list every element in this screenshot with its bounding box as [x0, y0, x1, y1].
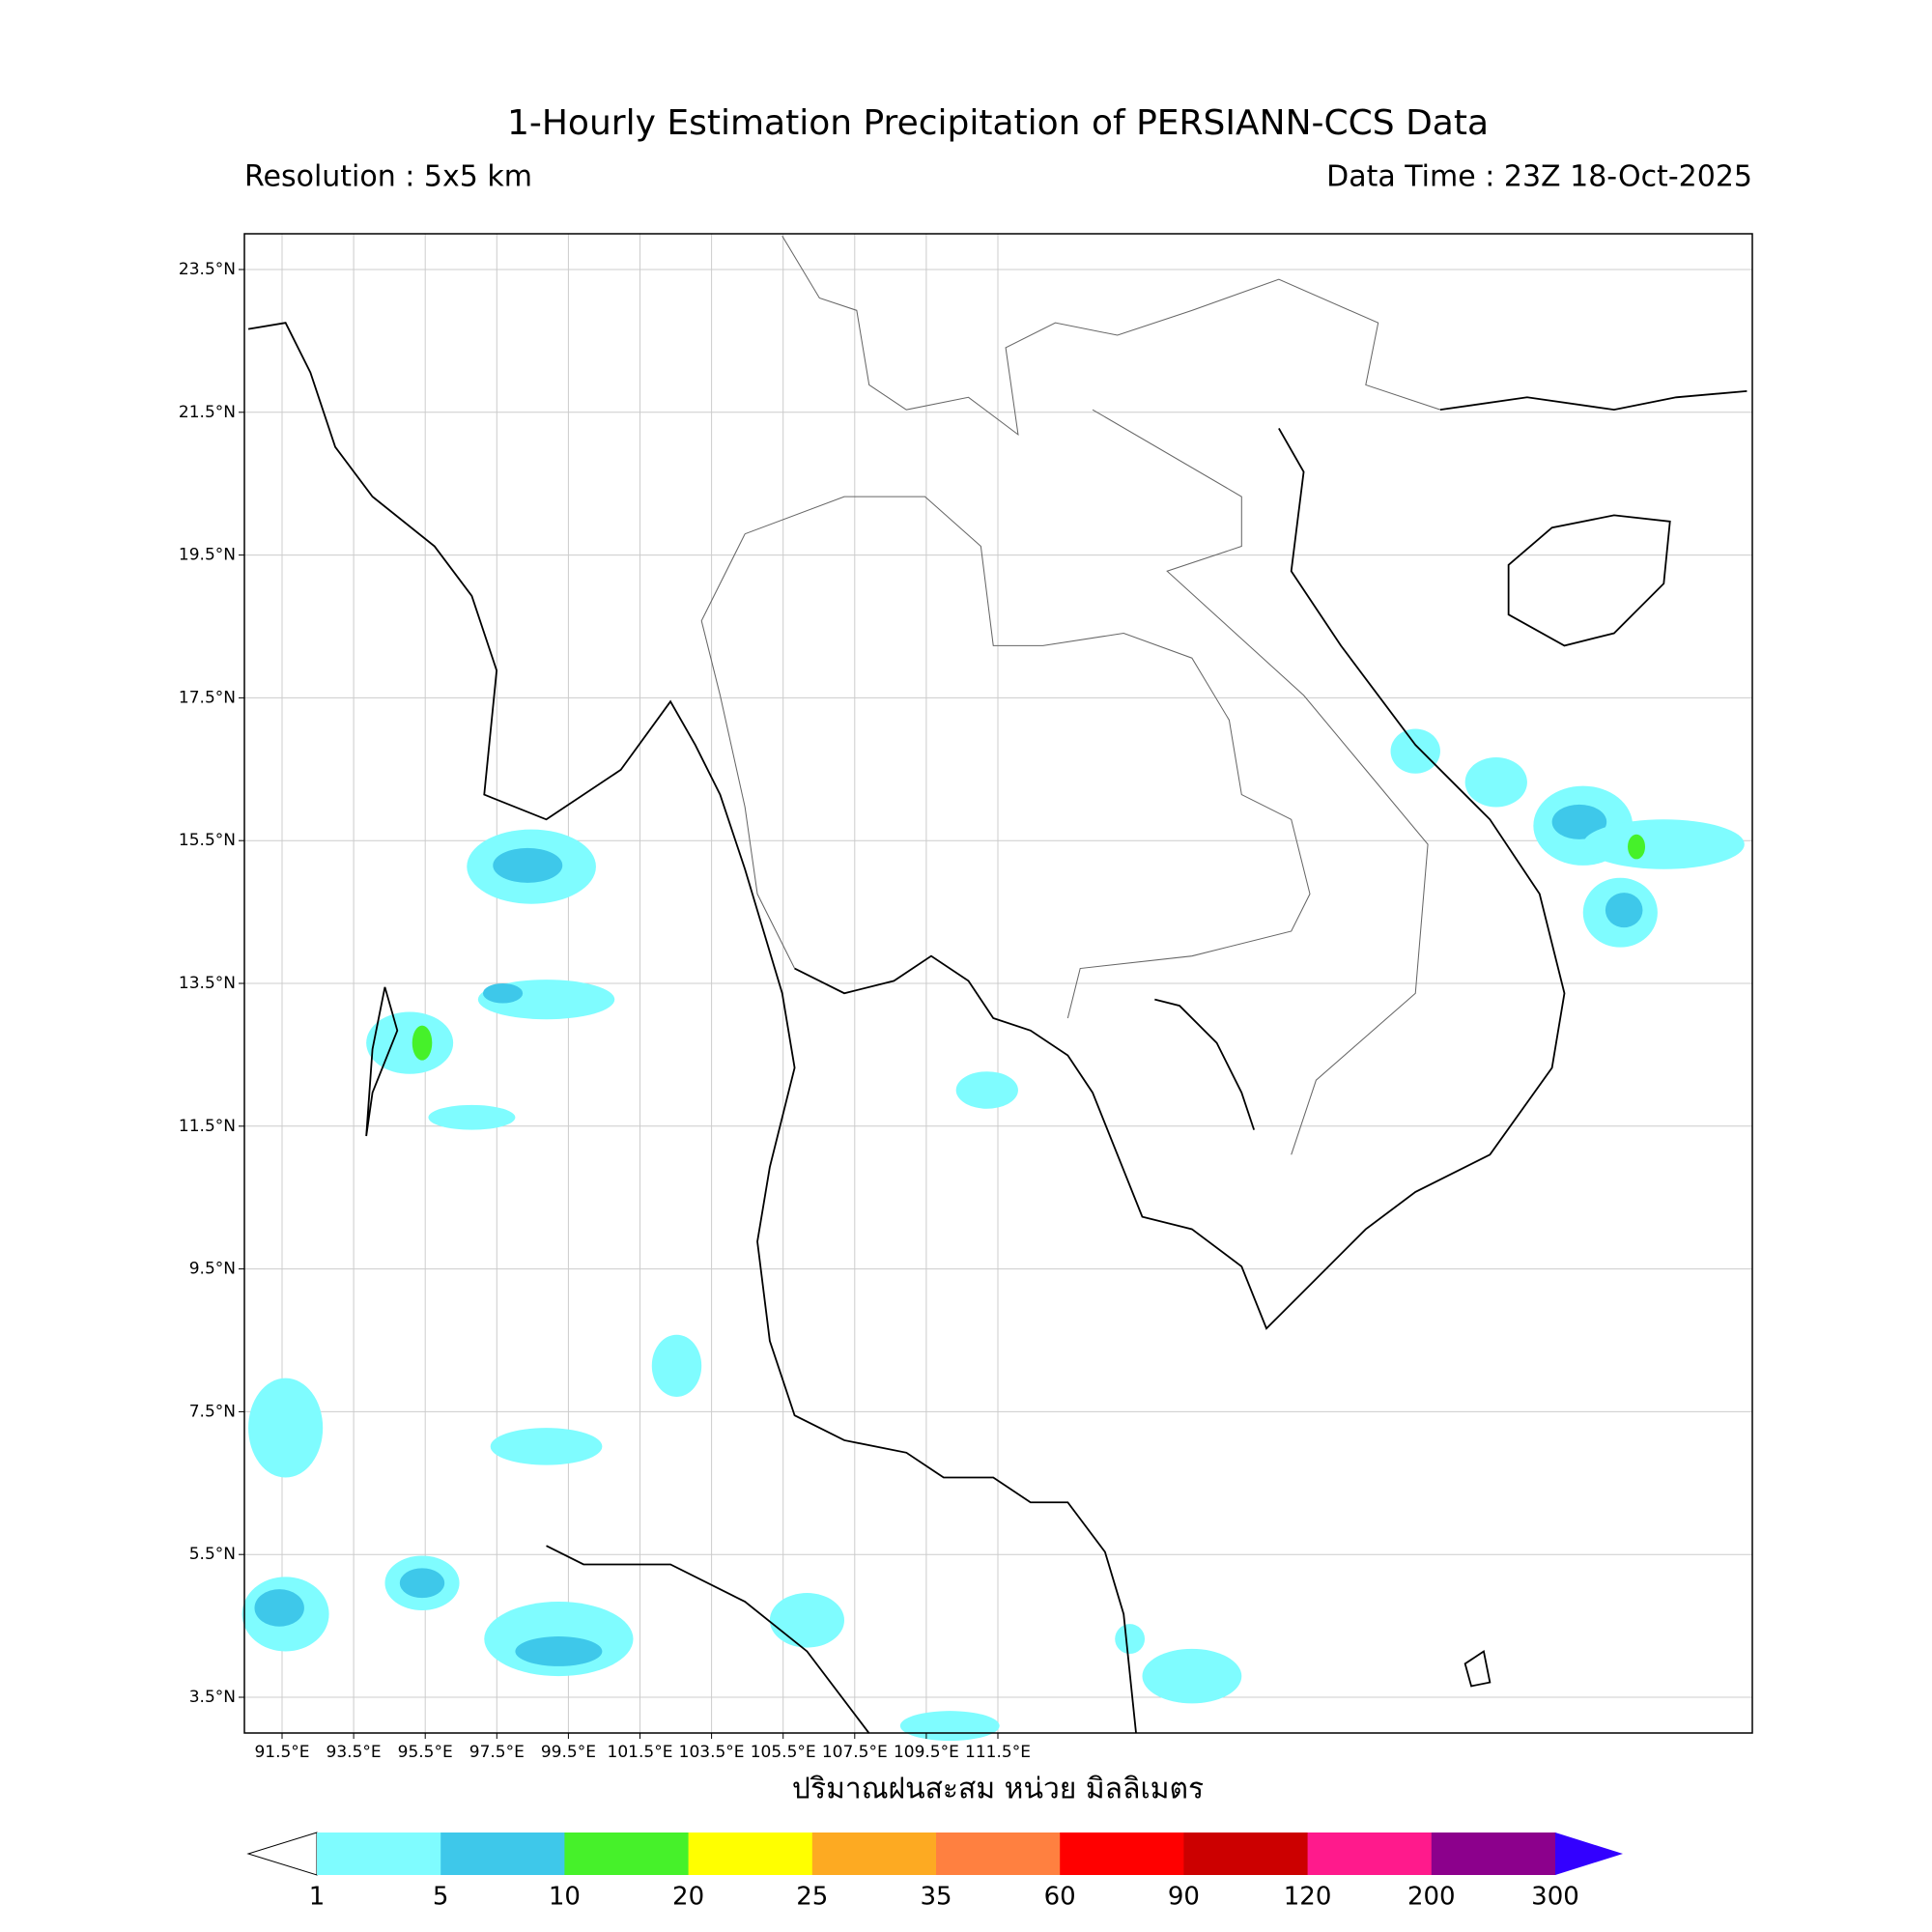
colorbar-label: 20: [672, 1883, 704, 1912]
colorbar-label: 5: [433, 1883, 449, 1912]
colorbar-over: [1555, 1833, 1623, 1875]
colorbar-segment: [1060, 1833, 1184, 1875]
colorbar-segment: [1431, 1833, 1556, 1875]
lon-tick-label: 97.5°E: [469, 1743, 525, 1762]
colorbar-label: 35: [920, 1883, 952, 1912]
colorbar-segment: [811, 1833, 937, 1875]
lat-tick-label: 9.5°N: [189, 1260, 236, 1279]
lon-tick-label: 109.5°E: [894, 1743, 959, 1762]
colorbar-under: [246, 1832, 318, 1876]
lon-tick-label: 101.5°E: [608, 1743, 673, 1762]
colorbar-label: 120: [1284, 1883, 1332, 1912]
lat-tick-label: 19.5°N: [179, 546, 236, 565]
data-time: Data Time : 23Z 18-Oct-2025: [1326, 160, 1752, 194]
colorbar-segment: [564, 1833, 690, 1875]
lat-tick-label: 17.5°N: [179, 688, 236, 707]
lon-tick-label: 105.5°E: [751, 1743, 816, 1762]
lat-tick-label: 23.5°N: [179, 260, 236, 279]
lon-tick-label: 107.5°E: [822, 1743, 888, 1762]
title: 1-Hourly Estimation Precipitation of PER…: [507, 103, 1489, 143]
lon-axis: 91.5°E 93.5°E 95.5°E 97.5°E 99.5°E 101.5°E 103…: [254, 1733, 1031, 1762]
lon-tick-label: 93.5°E: [327, 1743, 382, 1762]
lon-tick-label: 99.5°E: [541, 1743, 596, 1762]
grid: [244, 234, 1752, 1733]
x-axis-label: ปริมาณฝนสะสม หน่วย มิลลิเมตร: [792, 1773, 1204, 1806]
lat-tick-label: 11.5°N: [179, 1117, 236, 1136]
colorbar-label: 300: [1531, 1883, 1579, 1912]
lat-tick-label: 5.5°N: [189, 1545, 236, 1564]
rain-areas: [242, 728, 1745, 1741]
colorbar-segment: [936, 1833, 1061, 1875]
colorbar-segment: [317, 1833, 441, 1875]
colorbar-label: 90: [1168, 1883, 1200, 1912]
colorbar-label: 200: [1407, 1883, 1456, 1912]
lat-tick-label: 3.5°N: [189, 1688, 236, 1707]
lat-tick-label: 15.5°N: [179, 831, 236, 850]
lat-tick-label: 13.5°N: [179, 974, 236, 993]
colorbar-label: 10: [549, 1883, 581, 1912]
lon-tick-label: 103.5°E: [679, 1743, 745, 1762]
colorbar-segment: [688, 1833, 813, 1875]
resolution: Resolution : 5x5 km: [244, 160, 532, 194]
colorbar-segment: [1307, 1833, 1433, 1875]
lat-tick-label: 21.5°N: [179, 403, 236, 422]
lon-tick-label: 91.5°E: [254, 1743, 309, 1762]
colorbar-segment: [1183, 1833, 1309, 1875]
lat-axis: 23.5°N 21.5°N 19.5°N 17.5°N 15.5°N 13.5°N 11.5…: [179, 260, 244, 1707]
lon-tick-label: 111.5°E: [965, 1743, 1031, 1762]
lon-tick-label: 95.5°E: [398, 1743, 453, 1762]
colorbar-label: 60: [1044, 1883, 1076, 1912]
colorbar-segment: [440, 1833, 565, 1875]
colorbar-label: 25: [796, 1883, 828, 1912]
lat-tick-label: 7.5°N: [189, 1402, 236, 1421]
colorbar: 1 5 10 20 25 35 60 90 120 200 300: [246, 1832, 1623, 1912]
map-features: [242, 235, 1747, 1741]
colorbar-label: 1: [309, 1883, 326, 1912]
